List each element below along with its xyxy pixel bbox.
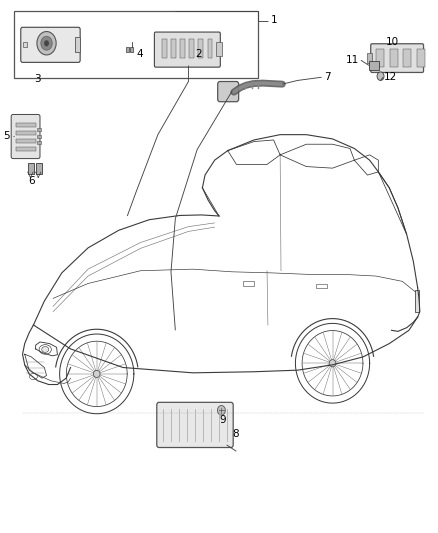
Bar <box>376 49 384 67</box>
Bar <box>243 281 254 286</box>
Ellipse shape <box>42 346 49 352</box>
Bar <box>162 39 166 58</box>
Text: 1: 1 <box>271 15 277 25</box>
FancyBboxPatch shape <box>218 82 239 102</box>
Bar <box>14 11 258 78</box>
Text: 12: 12 <box>384 72 397 82</box>
Bar <box>22 42 27 47</box>
Ellipse shape <box>329 360 336 367</box>
Bar <box>208 39 212 58</box>
Text: 7: 7 <box>324 72 330 82</box>
Bar <box>37 141 41 144</box>
Bar <box>127 47 130 52</box>
Text: 4: 4 <box>136 49 143 59</box>
Text: 9: 9 <box>219 415 226 425</box>
Bar <box>417 49 425 67</box>
FancyBboxPatch shape <box>11 115 40 159</box>
Bar <box>416 290 419 312</box>
Text: 5: 5 <box>3 131 10 141</box>
Bar <box>37 135 41 138</box>
Bar <box>28 164 34 174</box>
Bar <box>198 39 203 58</box>
Bar <box>75 37 80 52</box>
Bar <box>180 39 185 58</box>
Circle shape <box>41 36 52 50</box>
Text: 11: 11 <box>346 55 359 65</box>
Ellipse shape <box>93 370 100 377</box>
Text: 3: 3 <box>35 75 41 84</box>
Bar <box>131 47 134 52</box>
Bar <box>390 49 398 67</box>
Bar <box>16 148 35 151</box>
FancyBboxPatch shape <box>371 44 424 72</box>
Circle shape <box>218 406 225 415</box>
Bar <box>37 128 41 132</box>
Bar <box>16 123 35 127</box>
Bar <box>171 39 176 58</box>
Bar <box>367 53 372 63</box>
Circle shape <box>44 40 49 46</box>
Circle shape <box>377 72 384 80</box>
Bar <box>369 61 379 70</box>
Bar <box>16 139 35 143</box>
Bar <box>16 131 35 135</box>
Bar <box>316 284 327 288</box>
Text: 6: 6 <box>28 176 35 187</box>
Bar <box>35 164 42 174</box>
Bar <box>215 42 222 56</box>
Bar <box>189 39 194 58</box>
FancyBboxPatch shape <box>157 402 233 448</box>
Text: 10: 10 <box>386 37 399 46</box>
FancyBboxPatch shape <box>154 32 220 67</box>
Text: 2: 2 <box>195 49 201 59</box>
Circle shape <box>37 31 56 55</box>
FancyBboxPatch shape <box>21 27 80 62</box>
Bar <box>403 49 411 67</box>
Text: 8: 8 <box>232 429 239 439</box>
